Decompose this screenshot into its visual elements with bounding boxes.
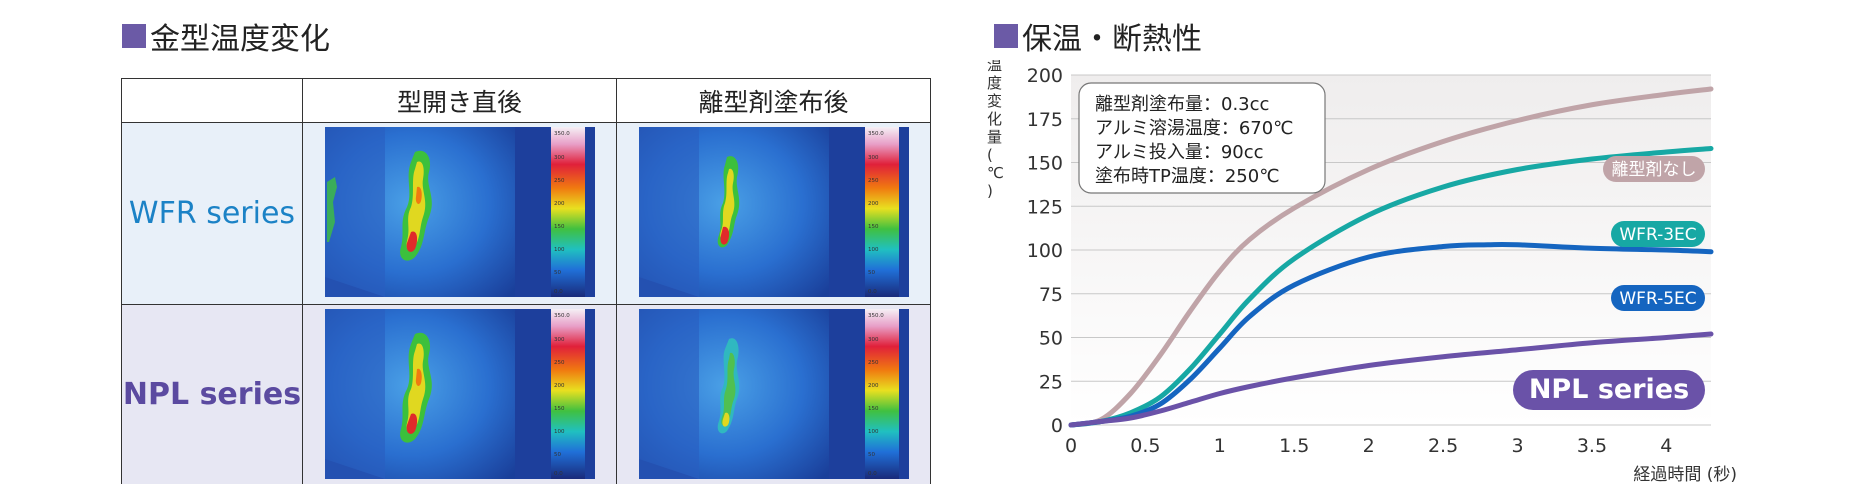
mold-temperature-title-text: 金型温度変化 [150, 22, 330, 57]
series-line-3 [1068, 331, 1714, 428]
title-square-icon [994, 24, 1018, 48]
y-axis-label-char: ( [987, 146, 993, 164]
row-label-wfr: WFR series [122, 123, 302, 304]
condition-1: 離型剤塗布量：0.3cc [1095, 93, 1269, 115]
header-after-opening: 型開き直後 [303, 79, 616, 123]
x-tick-label: 0.5 [1130, 435, 1160, 457]
header-after-release-agent: 離型剤塗布後 [617, 79, 930, 123]
thermal-image-wfr-opening [325, 127, 595, 297]
thermal-image-wfr-release [639, 127, 909, 297]
table-row-divider [122, 304, 930, 305]
x-axis-label: 経過時間 (秒) [1633, 465, 1737, 485]
y-axis-label-char: 温 [987, 60, 1002, 74]
condition-4: 塗布時TP温度：250℃ [1095, 165, 1279, 187]
thermal-image-wfr-opening-cell [303, 123, 616, 304]
x-tick-label: 0 [1065, 435, 1077, 457]
svg-text:WFR-3EC: WFR-3EC [1619, 225, 1696, 245]
thermal-image-npl-opening [325, 309, 595, 479]
title-square-icon [122, 24, 146, 48]
series-line-1 [1068, 146, 1714, 428]
series-line-2 [1068, 241, 1714, 428]
x-axis-ticks: 0 0.5 1 1.5 2 2.5 3 3.5 4 [1065, 435, 1672, 457]
row-label-npl: NPL series [122, 305, 302, 484]
insulation-title: 保温・断熱性 [994, 14, 1202, 58]
y-tick-label: 50 [1039, 328, 1063, 350]
thermal-image-npl-release-cell [617, 305, 930, 484]
series-lines [1068, 86, 1714, 428]
y-axis-label-char: 変 [987, 92, 1002, 110]
legend-label-none: 離型剤なし [1603, 156, 1705, 182]
y-axis-label-char: ) [987, 182, 993, 200]
y-tick-label: 200 [1027, 65, 1063, 87]
condition-3: アルミ投入量：90cc [1095, 142, 1264, 163]
thermal-image-wfr-release-cell [617, 123, 930, 304]
table-divider-2 [616, 79, 617, 483]
series-line-0 [1068, 86, 1714, 428]
y-tick-label: 125 [1027, 196, 1063, 218]
mold-temperature-table: 型開き直後 離型剤塗布後 WFR series NPL series [121, 78, 931, 484]
mold-temperature-title: 金型温度変化 [122, 14, 330, 58]
svg-text:WFR-5EC: WFR-5EC [1619, 289, 1696, 309]
x-tick-label: 1.5 [1279, 435, 1309, 457]
insulation-title-text: 保温・断熱性 [1022, 22, 1202, 57]
x-tick-label: 3.5 [1577, 435, 1607, 457]
y-tick-label: 175 [1027, 109, 1063, 131]
y-axis-label-char: ℃ [987, 164, 1004, 182]
y-tick-label: 75 [1039, 284, 1063, 306]
y-tick-label: 0 [1051, 415, 1063, 437]
temperature-change-chart: 0 25 50 75 100 125 150 175 200 0 0.5 1 1.5 2 2.5 3 3.5 4… [987, 60, 1737, 485]
thermal-image-npl-opening-cell [303, 305, 616, 484]
svg-text:NPL series: NPL series [1529, 374, 1689, 405]
conditions-box: 離型剤塗布量：0.3cc アルミ溶湯温度：670℃ アルミ投入量：90cc 塗布… [1078, 82, 1326, 194]
legend-label-wfr3ec: WFR-3EC [1611, 221, 1705, 247]
legend-label-npl: NPL series [1513, 370, 1705, 410]
x-tick-label: 2.5 [1428, 435, 1458, 457]
svg-text:離型剤なし: 離型剤なし [1612, 160, 1697, 180]
y-axis-label-char: 量 [987, 128, 1002, 146]
legend-label-wfr5ec: WFR-5EC [1611, 285, 1705, 311]
thermal-image-npl-release [639, 309, 909, 479]
y-axis-ticks: 0 25 50 75 100 125 150 175 200 [1027, 65, 1063, 437]
table-divider-1 [302, 79, 303, 483]
y-tick-label: 100 [1027, 240, 1063, 262]
y-tick-label: 25 [1039, 371, 1063, 393]
x-tick-label: 1 [1214, 435, 1226, 457]
y-axis-label-char: 化 [987, 110, 1002, 128]
header-empty [122, 79, 302, 123]
y-tick-label: 150 [1027, 153, 1063, 175]
x-tick-label: 4 [1660, 435, 1672, 457]
x-tick-label: 3 [1511, 435, 1523, 457]
x-tick-label: 2 [1363, 435, 1375, 457]
condition-2: アルミ溶湯温度：670℃ [1095, 118, 1293, 139]
y-axis-label-char: 度 [987, 74, 1002, 92]
